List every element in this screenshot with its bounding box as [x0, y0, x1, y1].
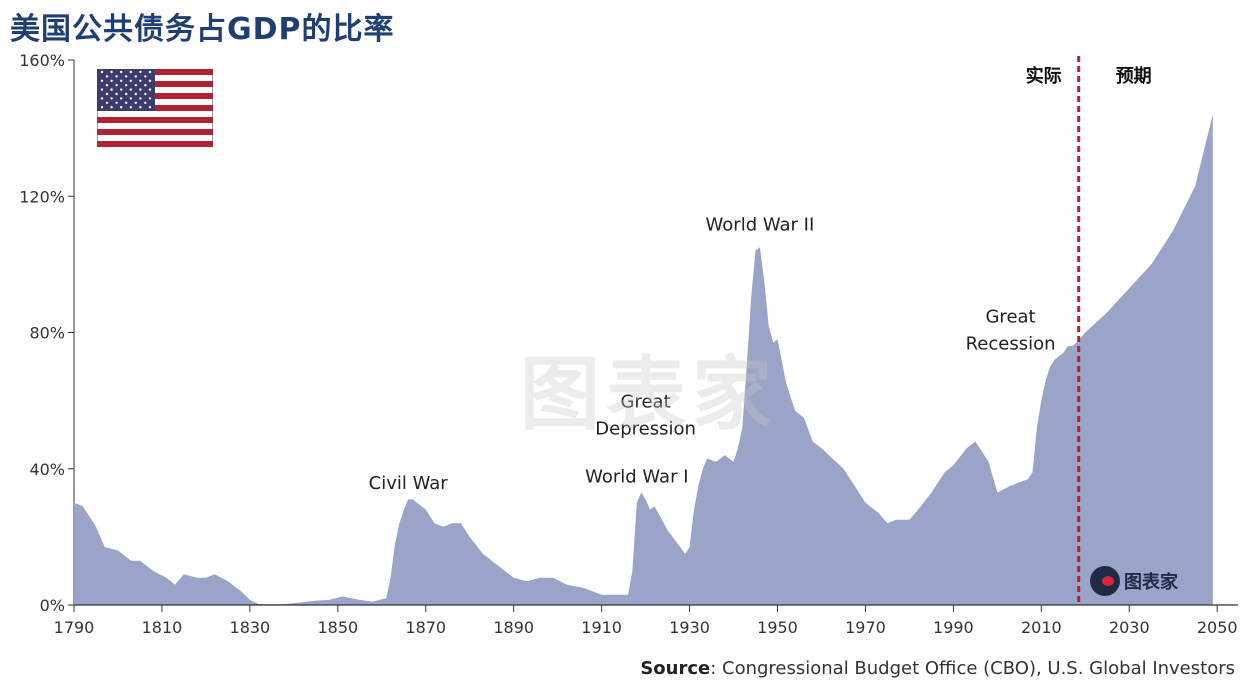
x-tick-label: 2030: [1109, 618, 1150, 637]
x-tick-label: 1870: [405, 618, 446, 637]
annotation-label: Depression: [595, 419, 696, 440]
region-label-actual: 实际: [1026, 65, 1062, 87]
x-tick-label: 1990: [933, 618, 974, 637]
x-tick-label: 2050: [1197, 618, 1238, 637]
x-axis: 1790 1810 1830 1850 1870 1890 1910 1930 1950 1970…: [54, 605, 1238, 637]
brand-logo: 图表家: [1090, 566, 1178, 596]
y-tick-label: 120%: [19, 187, 65, 206]
debt-area-series: [74, 114, 1213, 605]
x-tick-label: 1790: [54, 618, 95, 637]
source-label: Source: [640, 658, 711, 679]
chart-title: 美国公共债务占GDP的比率: [10, 12, 395, 47]
region-labels: 实际 预期: [1026, 65, 1152, 87]
logo-text: 图表家: [1124, 572, 1178, 593]
x-tick-label: 1930: [669, 618, 710, 637]
y-tick-label: 160%: [19, 51, 65, 70]
source-text: : Congressional Budget Office (CBO), U.S…: [710, 658, 1235, 679]
x-tick-label: 1950: [757, 618, 798, 637]
annotation-label: Civil War: [369, 473, 449, 494]
x-tick-label: 1850: [317, 618, 358, 637]
logo-icon: [1090, 566, 1120, 596]
y-tick-label: 80%: [29, 324, 65, 343]
y-axis: 0% 40% 80% 120% 160%: [19, 51, 75, 615]
annotations: Civil War World War I Great Depression World…: [369, 214, 1056, 494]
annotation-label: Recession: [966, 334, 1056, 355]
y-tick-label: 40%: [29, 460, 65, 479]
x-tick-label: 1910: [581, 618, 622, 637]
region-label-forecast: 预期: [1116, 66, 1152, 87]
annotation-label: Great: [985, 306, 1035, 327]
source-note: Source: Congressional Budget Office (CBO…: [640, 658, 1235, 679]
x-tick-label: 1810: [142, 618, 183, 637]
us-flag-icon: [97, 69, 213, 147]
x-tick-label: 1970: [845, 618, 886, 637]
x-tick-label: 1890: [493, 618, 534, 637]
y-tick-label: 0%: [40, 596, 65, 615]
x-tick-label: 1830: [230, 618, 271, 637]
x-tick-label: 2010: [1021, 618, 1062, 637]
annotation-label: World War II: [706, 214, 815, 235]
annotation-label: Great: [621, 391, 671, 412]
annotation-label: World War I: [585, 466, 688, 487]
